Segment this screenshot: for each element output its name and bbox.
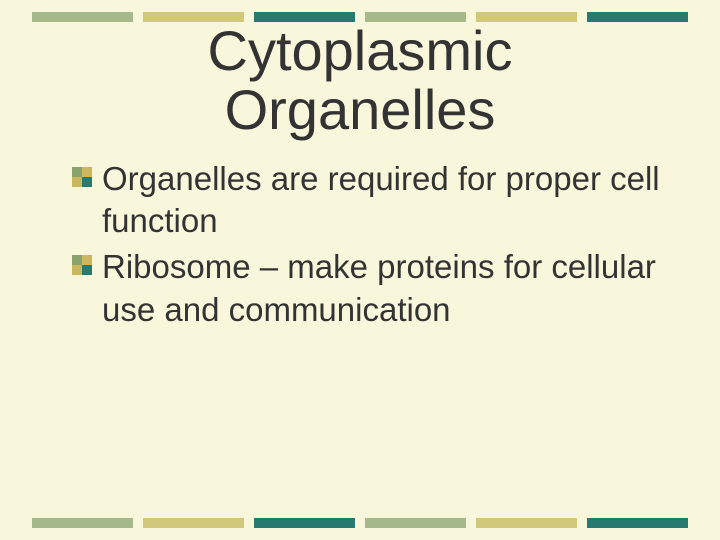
border-segment xyxy=(587,518,688,528)
bottom-border xyxy=(32,518,688,528)
slide-body: Organelles are required for proper cell … xyxy=(72,158,660,335)
border-segment xyxy=(32,518,133,528)
bullet-item: Ribosome – make proteins for cellular us… xyxy=(72,246,660,330)
border-segment xyxy=(587,12,688,22)
bullet-item: Organelles are required for proper cell … xyxy=(72,158,660,242)
bullet-icon xyxy=(72,167,92,187)
title-line-2: Organelles xyxy=(225,78,496,141)
border-segment xyxy=(365,518,466,528)
border-segment xyxy=(32,12,133,22)
slide-title: Cytoplasmic Organelles xyxy=(0,22,720,140)
border-segment xyxy=(254,518,355,528)
bullet-icon xyxy=(72,255,92,275)
bullet-text: Organelles are required for proper cell … xyxy=(102,158,660,242)
title-line-1: Cytoplasmic xyxy=(208,19,513,82)
border-segment xyxy=(143,518,244,528)
bullet-text: Ribosome – make proteins for cellular us… xyxy=(102,246,660,330)
border-segment xyxy=(476,518,577,528)
